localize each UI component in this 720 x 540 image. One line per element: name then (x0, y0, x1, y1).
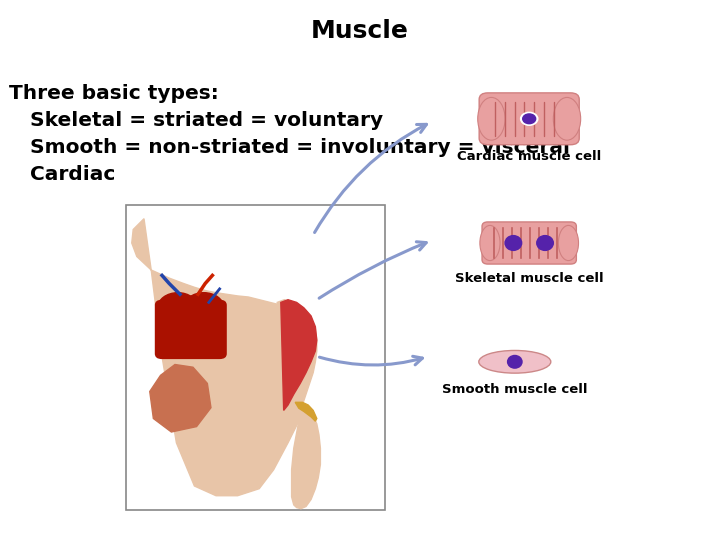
Text: Cardiac: Cardiac (9, 165, 115, 184)
Polygon shape (295, 402, 317, 421)
Text: Cardiac muscle cell: Cardiac muscle cell (457, 150, 601, 163)
Polygon shape (277, 300, 317, 413)
Ellipse shape (558, 225, 579, 261)
Text: Smooth muscle cell: Smooth muscle cell (442, 383, 588, 396)
Ellipse shape (554, 97, 580, 140)
Ellipse shape (504, 235, 523, 251)
Circle shape (523, 114, 536, 124)
Text: Skeletal = striated = voluntary: Skeletal = striated = voluntary (9, 111, 383, 130)
FancyBboxPatch shape (155, 300, 227, 359)
Ellipse shape (478, 97, 505, 140)
Ellipse shape (479, 350, 551, 373)
Ellipse shape (536, 235, 554, 251)
Polygon shape (132, 219, 306, 496)
Polygon shape (281, 300, 317, 410)
Bar (126, 205, 385, 510)
Text: Three basic types:: Three basic types: (9, 84, 218, 103)
Text: Skeletal muscle cell: Skeletal muscle cell (455, 272, 603, 285)
FancyBboxPatch shape (480, 93, 579, 145)
Ellipse shape (507, 355, 523, 369)
Ellipse shape (480, 225, 500, 261)
Polygon shape (292, 408, 320, 509)
Text: Smooth = non-striated = involuntary = visceral: Smooth = non-striated = involuntary = vi… (9, 138, 570, 157)
Circle shape (521, 112, 538, 125)
Polygon shape (150, 364, 211, 432)
Circle shape (184, 293, 224, 323)
Circle shape (158, 293, 198, 323)
FancyBboxPatch shape (482, 222, 577, 264)
Text: Muscle: Muscle (311, 19, 409, 43)
